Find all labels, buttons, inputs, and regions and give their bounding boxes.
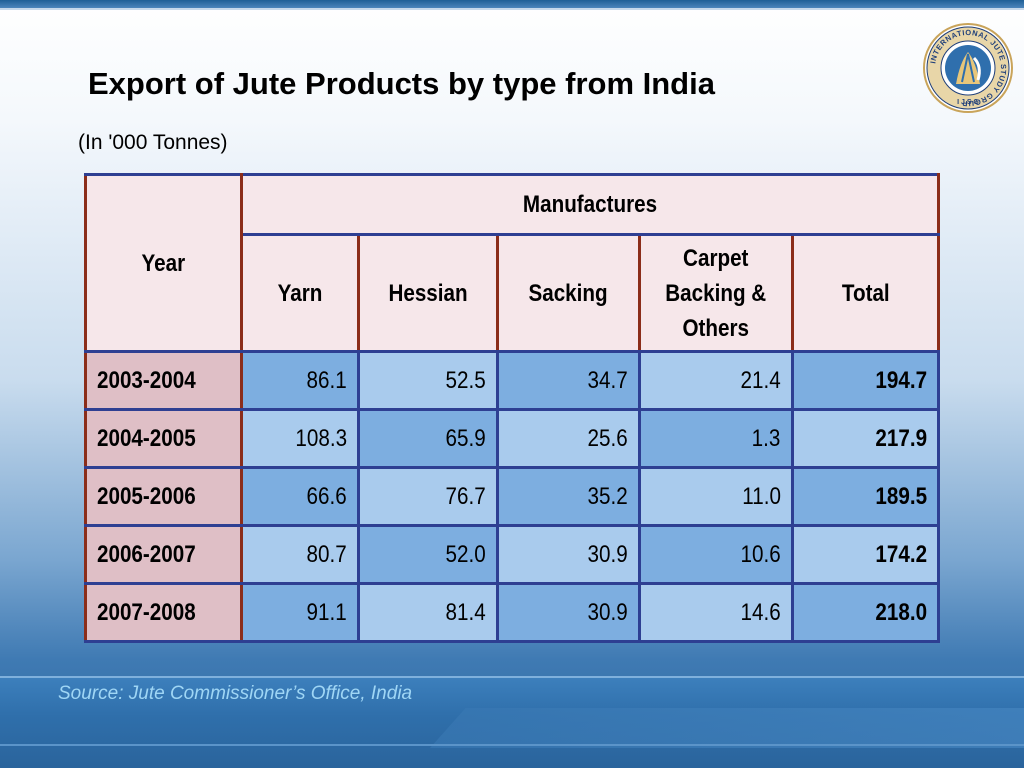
source-note: Source: Jute Commissioner’s Office, Indi… (58, 683, 413, 704)
total-cell: 218.0 (790, 582, 941, 643)
footer-divider-lower (0, 744, 1024, 746)
carpet-cell: 11.0 (638, 466, 794, 527)
hessian-cell: 81.4 (356, 582, 499, 643)
yarn-column-header: Yarn (240, 233, 360, 353)
year-cell: 2003-2004 (83, 350, 244, 411)
table-row: 2006-2007 80.7 52.0 30.9 10.6 174.2 (83, 524, 941, 585)
yarn-cell: 91.1 (240, 582, 360, 643)
sacking-cell: 35.2 (495, 466, 642, 527)
hessian-cell: 65.9 (356, 408, 499, 469)
slide-subtitle: (In '000 Tonnes) (78, 131, 228, 154)
carpet-cell: 10.6 (638, 524, 794, 585)
table-row: 2007-2008 91.1 81.4 30.9 14.6 218.0 (83, 582, 941, 643)
carpet-backing-column-header: Carpet Backing & Others (638, 233, 794, 353)
total-cell: 217.9 (790, 408, 941, 469)
yarn-cell: 80.7 (240, 524, 360, 585)
sacking-cell: 30.9 (495, 524, 642, 585)
sacking-cell: 34.7 (495, 350, 642, 411)
table-header-row-2: Yarn Hessian Sacking Carpet Backing & Ot… (86, 233, 941, 353)
sacking-cell: 25.6 (495, 408, 642, 469)
hessian-cell: 52.5 (356, 350, 499, 411)
carpet-cell: 14.6 (638, 582, 794, 643)
yarn-cell: 86.1 (240, 350, 360, 411)
year-cell: 2004-2005 (83, 408, 244, 469)
top-accent-bar (0, 0, 1024, 8)
jute-exports-table: Year Manufactures Yarn Hessian Sacking C… (83, 173, 941, 643)
table-header-row-1: Year Manufactures (83, 173, 940, 353)
hessian-column-header: Hessian (356, 233, 499, 353)
slide-title: Export of Jute Products by type from Ind… (88, 66, 715, 101)
logo-abbr: I J S G (957, 99, 979, 106)
table-row: 2003-2004 86.1 52.5 34.7 21.4 194.7 (83, 350, 941, 411)
year-cell: 2005-2006 (83, 466, 244, 527)
total-cell: 174.2 (790, 524, 941, 585)
yarn-cell: 66.6 (240, 466, 360, 527)
year-cell: 2007-2008 (83, 582, 244, 643)
table-row: 2005-2006 66.6 76.7 35.2 11.0 189.5 (83, 466, 941, 527)
top-accent-line (0, 8, 1024, 10)
sacking-cell: 30.9 (495, 582, 642, 643)
yarn-cell: 108.3 (240, 408, 360, 469)
year-cell: 2006-2007 (83, 524, 244, 585)
total-cell: 194.7 (790, 350, 941, 411)
manufactures-group-header: Manufactures (240, 173, 940, 236)
footer-decoration (430, 708, 1024, 748)
ijsg-logo: INTERNATIONAL JUTE STUDY GROUP I J S G (923, 23, 1013, 113)
hessian-cell: 52.0 (356, 524, 499, 585)
total-column-header: Total (790, 233, 941, 353)
year-column-header: Year (83, 173, 244, 353)
footer-divider (0, 676, 1024, 678)
table-row: 2004-2005 108.3 65.9 25.6 1.3 217.9 (83, 408, 941, 469)
sacking-column-header: Sacking (495, 233, 642, 353)
total-cell: 189.5 (790, 466, 941, 527)
carpet-cell: 1.3 (638, 408, 794, 469)
hessian-cell: 76.7 (356, 466, 499, 527)
carpet-cell: 21.4 (638, 350, 794, 411)
